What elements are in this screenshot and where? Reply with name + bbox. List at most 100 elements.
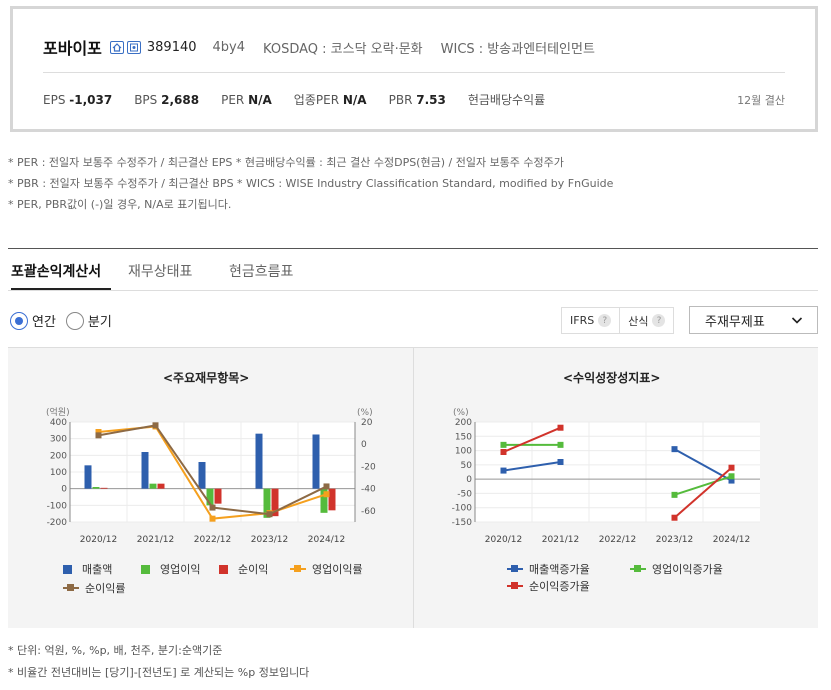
right-axis-unit: (%) xyxy=(357,408,373,418)
legend-net-margin: 순이익률 xyxy=(63,580,125,596)
period-toggle: 연간 분기 xyxy=(10,311,122,330)
tabs-top-border xyxy=(8,248,818,249)
x-tick-label: 2021/12 xyxy=(137,535,174,545)
ticker-name: 4by4 xyxy=(212,39,246,55)
bar-영업이익 xyxy=(206,488,214,506)
point-영업이익증가율 xyxy=(671,491,678,498)
metrics-row: EPS -1,037 BPS 2,688 PER N/A 업종PER N/A P… xyxy=(43,91,567,108)
y-tick-label: 400 xyxy=(50,418,67,428)
point-영업이익증가율 xyxy=(500,441,507,448)
y2-tick-label: -40 xyxy=(361,485,376,495)
bar-순이익 xyxy=(214,488,222,504)
chart2-title: <수익성장성지표> xyxy=(563,371,661,385)
y2-tick-label: -20 xyxy=(361,462,376,472)
bar-매출액 xyxy=(84,465,92,489)
point-매출액증가율 xyxy=(557,459,564,465)
y-tick-label: 300 xyxy=(50,435,67,445)
y-tick-label: -100 xyxy=(47,501,68,511)
x-tick-label: 2020/12 xyxy=(485,535,522,545)
bar-순이익 xyxy=(100,487,108,489)
chevron-down-icon xyxy=(791,317,803,324)
y2-tick-label: 20 xyxy=(361,418,373,428)
y-tick-label: 100 xyxy=(50,468,67,478)
x-tick-label: 2020/12 xyxy=(80,535,117,545)
y-tick-label: 0 xyxy=(61,485,67,495)
point-영업이익률 xyxy=(323,491,330,498)
point-매출액증가율 xyxy=(500,467,507,474)
line-순이익증가율 xyxy=(673,466,733,519)
point-순이익률 xyxy=(323,483,330,490)
metric-bps: BPS 2,688 xyxy=(134,92,200,107)
statement-type-dropdown[interactable]: 주재무제표 xyxy=(689,306,818,334)
legend-revenue: 매출액 xyxy=(63,561,112,577)
legend-operating-income-growth: 영업이익증가율 xyxy=(630,561,723,577)
ifrs-button[interactable]: IFRS? xyxy=(562,308,619,333)
point-매출액증가율 xyxy=(671,446,678,453)
metric-dividend-yield: 현금배당수익률 xyxy=(467,93,546,107)
company-summary-box: 포바이포 389140 4by4 KOSDAQ : 코스닥 오락·문화 WICS… xyxy=(10,6,818,132)
divider xyxy=(43,72,785,73)
bar-매출액 xyxy=(312,434,320,489)
line-매출액증가율 xyxy=(503,461,561,472)
x-tick-label: 2022/12 xyxy=(599,535,636,545)
quarter-radio[interactable] xyxy=(65,311,84,330)
growth-indicators-chart: (%)200 150 100 50 0 -50 -100 -150 2020/12 2021/12… xyxy=(452,408,760,545)
axis-unit: (%) xyxy=(453,408,469,418)
point-순이익률 xyxy=(209,504,216,511)
legend-operating-margin: 영업이익률 xyxy=(290,561,363,577)
help-icon[interactable]: ? xyxy=(652,314,666,327)
point-영업이익증가율 xyxy=(728,473,735,480)
quarter-label[interactable]: 분기 xyxy=(87,315,112,330)
footnote-line: * 비율간 전년대비는 [당기]-[전년도] 로 계산되는 %p 정보입니다 xyxy=(8,666,310,679)
point-매출액증가율 xyxy=(728,477,735,484)
y-tick-label: -200 xyxy=(47,518,68,528)
point-순이익률 xyxy=(95,432,102,439)
formula-button[interactable]: 산식? xyxy=(619,308,673,333)
tab-balance-sheet[interactable]: 재무상태표 xyxy=(128,264,193,280)
dropdown-value: 주재무제표 xyxy=(705,314,765,330)
metric-sector-per: 업종PER N/A xyxy=(293,93,367,107)
market-info: KOSDAQ : 코스닥 오락·문화 xyxy=(263,41,423,57)
bar-영업이익 xyxy=(263,488,271,518)
legend-operating-income: 영업이익 xyxy=(141,561,200,577)
legend-revenue-growth: 매출액증가율 xyxy=(507,561,590,577)
y2-tick-label: 0 xyxy=(361,440,367,450)
company-header: 포바이포 389140 4by4 KOSDAQ : 코스닥 오락·문화 WICS… xyxy=(43,36,613,58)
tab-cash-flow[interactable]: 현금흐름표 xyxy=(229,264,294,280)
chart1-title: <주요재무항목> xyxy=(163,371,250,385)
point-영업이익률 xyxy=(209,515,216,522)
disclosure-icon[interactable] xyxy=(126,40,141,54)
point-순이익증가율 xyxy=(500,449,507,455)
wics-info: WICS : 방송과엔터테인먼트 xyxy=(440,41,595,57)
x-tick-label: 2024/12 xyxy=(713,535,750,545)
y-tick-label: 50 xyxy=(461,461,473,471)
y-tick-label: 200 xyxy=(455,418,472,428)
chart-divider xyxy=(413,347,414,628)
plot-area xyxy=(475,422,760,522)
metric-pbr: PBR 7.53 xyxy=(388,92,446,107)
bar-순이익 xyxy=(328,488,336,511)
help-icon[interactable]: ? xyxy=(598,314,612,327)
tab-income-statement[interactable]: 포괄손익계산서 xyxy=(11,264,102,280)
annual-radio[interactable] xyxy=(10,311,28,330)
point-영업이익률 xyxy=(95,429,102,435)
financial-items-chart: (억원) (%)4003002001000-100-200200-20-40-60… xyxy=(46,406,376,545)
bar-순이익 xyxy=(157,483,165,489)
point-순이익증가율 xyxy=(671,514,678,521)
annual-label[interactable]: 연간 xyxy=(32,315,56,330)
y-tick-label: -100 xyxy=(452,504,473,514)
unit-footnotes: * 단위: 억원, %, %p, 배, 천주, 분기:순액기준 * 비율간 전년… xyxy=(8,640,309,684)
metric-eps: EPS -1,037 xyxy=(43,92,113,107)
note-line: * PER, PBR값이 (-)일 경우, N/A로 표기됩니다. xyxy=(8,198,232,211)
y2-tick-label: -60 xyxy=(361,507,376,517)
bar-영업이익 xyxy=(320,488,328,513)
bar-매출액 xyxy=(255,433,263,489)
x-tick-label: 2022/12 xyxy=(194,535,231,545)
home-icon[interactable] xyxy=(109,40,124,54)
footnote-line: * 단위: 억원, %, %p, 배, 천주, 분기:순액기준 xyxy=(8,644,223,657)
active-tab-indicator xyxy=(11,288,111,290)
bar-영업이익 xyxy=(92,487,100,489)
y-tick-label: -50 xyxy=(457,489,472,499)
y-tick-label: 150 xyxy=(455,432,472,442)
metric-per: PER N/A xyxy=(221,92,272,107)
